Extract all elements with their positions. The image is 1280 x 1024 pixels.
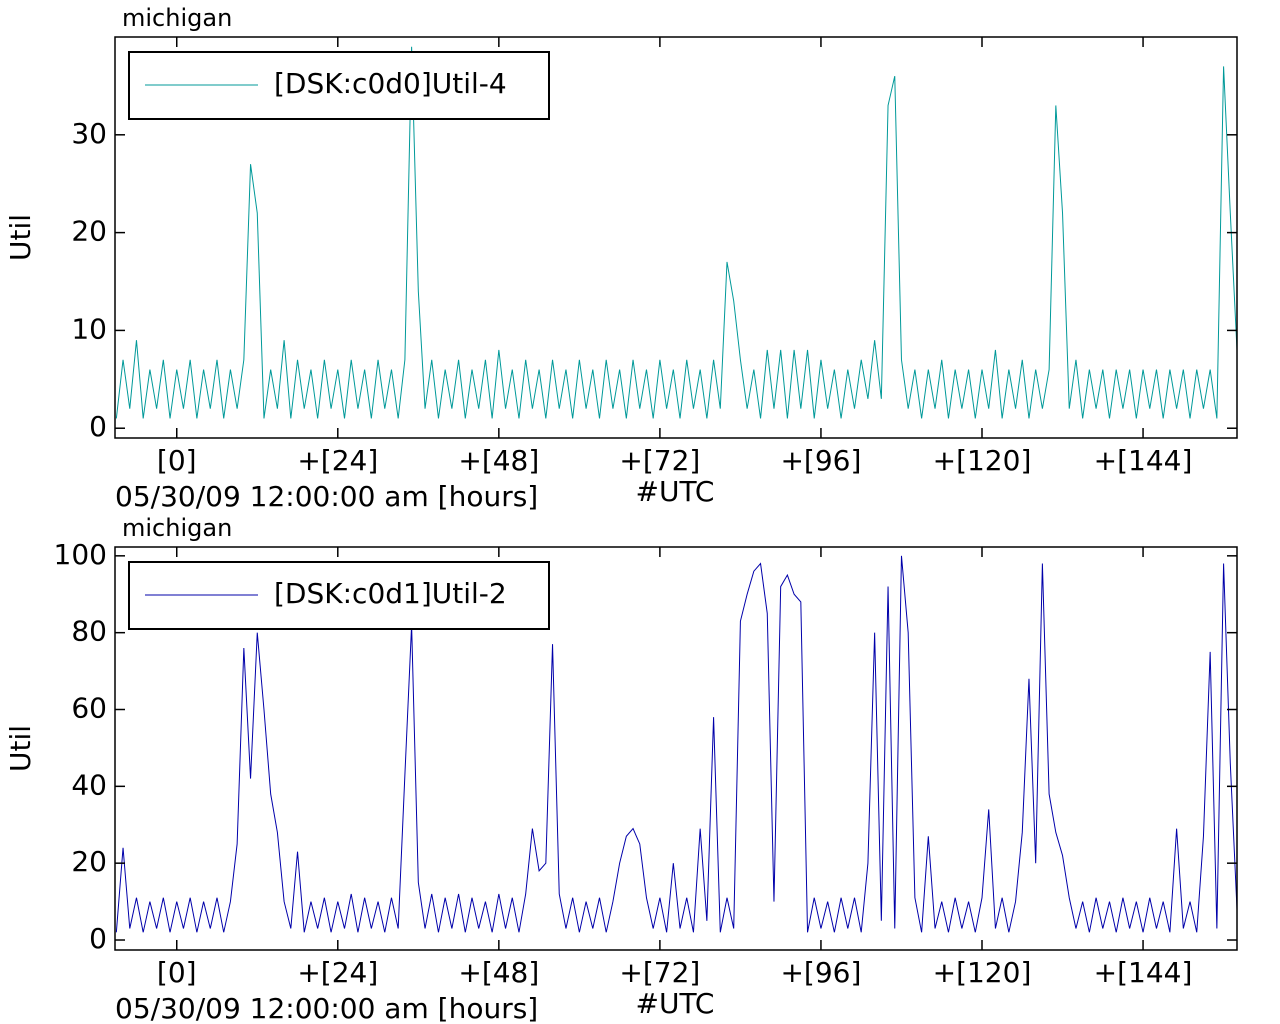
y-tick-label: 40	[71, 768, 107, 801]
x-tick-label: [0]	[157, 444, 197, 477]
y-tick-label: 0	[89, 922, 107, 955]
x-tick-label: +[96]	[780, 444, 861, 477]
legend-label: [DSK:c0d0]Util-4	[274, 67, 507, 100]
x-axis-label: 05/30/09 12:00:00 am [hours]	[115, 480, 538, 513]
x-tick-label: +[120]	[933, 444, 1032, 477]
x-axis-timezone: #UTC	[636, 987, 715, 1020]
y-tick-label: 0	[89, 410, 107, 443]
x-tick-label: +[72]	[619, 956, 700, 989]
x-tick-label: [0]	[157, 956, 197, 989]
x-axis-timezone: #UTC	[636, 475, 715, 508]
y-tick-label: 10	[71, 312, 107, 345]
x-tick-label: +[48]	[458, 444, 539, 477]
y-tick-label: 60	[71, 692, 107, 725]
data-line	[115, 555, 1238, 933]
x-tick-label: +[48]	[458, 956, 539, 989]
x-tick-label: +[24]	[297, 444, 378, 477]
x-tick-label: +[24]	[297, 956, 378, 989]
plot-frame	[114, 36, 1238, 439]
y-tick-label: 20	[71, 215, 107, 248]
x-tick-label: +[96]	[780, 956, 861, 989]
x-tick-label: +[144]	[1094, 444, 1193, 477]
y-axis-label: Util	[4, 214, 37, 261]
y-tick-label: 80	[71, 615, 107, 648]
subplot: michigan Util 05/30/09 12:00:00 am [hours]…	[4, 514, 1238, 1024]
x-tick-label: +[144]	[1094, 956, 1193, 989]
legend-label: [DSK:c0d1]Util-2	[274, 577, 507, 610]
data-line	[115, 46, 1238, 419]
subplot-title: michigan	[122, 4, 232, 32]
subplot: michigan Util 05/30/09 12:00:00 am [hours]…	[4, 4, 1238, 513]
y-tick-label: 30	[71, 117, 107, 150]
y-tick-label: 100	[54, 538, 107, 571]
plot-frame	[114, 546, 1238, 951]
x-tick-label: +[72]	[619, 444, 700, 477]
x-axis-label: 05/30/09 12:00:00 am [hours]	[115, 992, 538, 1024]
subplot-title: michigan	[122, 514, 232, 542]
x-tick-label: +[120]	[933, 956, 1032, 989]
y-axis-label: Util	[4, 725, 37, 772]
y-tick-label: 20	[71, 845, 107, 878]
